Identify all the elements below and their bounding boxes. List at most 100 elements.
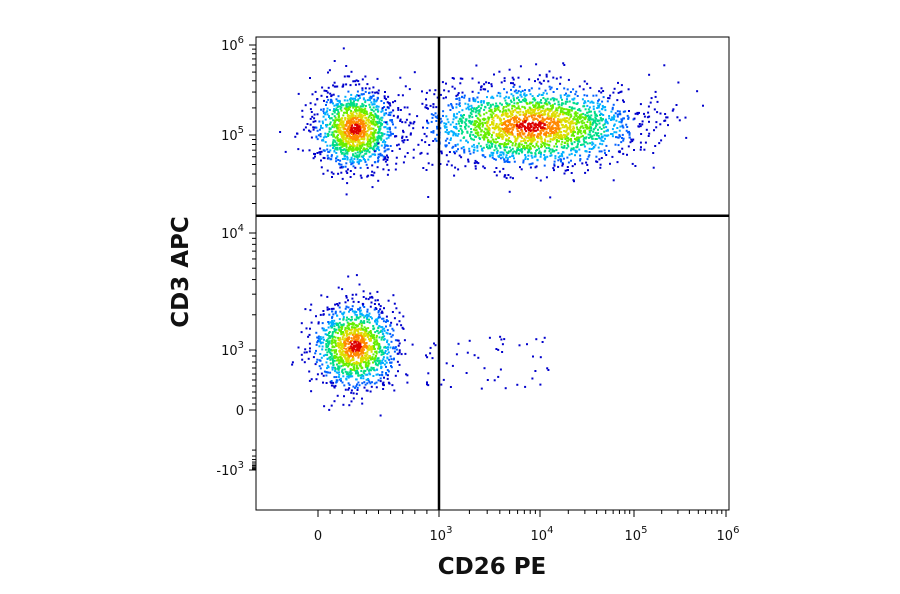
event-point <box>354 354 357 357</box>
event-point <box>343 364 346 366</box>
event-point <box>513 160 516 163</box>
event-point <box>570 107 573 110</box>
event-point <box>390 340 393 343</box>
event-point <box>386 144 389 147</box>
event-point <box>355 103 358 106</box>
event-point <box>457 168 460 171</box>
event-point <box>479 133 482 136</box>
event-point <box>367 120 370 123</box>
event-point <box>352 357 355 360</box>
event-point <box>496 152 499 155</box>
event-point <box>470 104 473 107</box>
event-point <box>621 118 624 121</box>
event-point <box>310 321 313 324</box>
event-point <box>349 122 352 125</box>
event-point <box>512 94 515 97</box>
event-point <box>551 148 554 151</box>
event-point <box>368 348 371 351</box>
event-point <box>351 375 354 378</box>
event-point <box>347 373 350 376</box>
event-point <box>544 113 547 116</box>
event-point <box>574 93 577 96</box>
event-point <box>369 128 371 131</box>
event-point <box>336 118 339 121</box>
event-point <box>345 372 348 375</box>
event-point <box>351 293 354 296</box>
event-point <box>463 94 466 97</box>
event-point <box>457 92 460 95</box>
event-point <box>351 328 354 331</box>
event-point <box>372 174 375 177</box>
event-point <box>573 112 576 115</box>
event-point <box>555 109 558 111</box>
event-point <box>502 135 505 138</box>
event-point <box>557 100 560 103</box>
event-point <box>382 356 385 359</box>
event-point <box>356 338 359 341</box>
event-point <box>468 116 471 119</box>
event-point <box>439 127 442 130</box>
event-point <box>373 142 376 145</box>
event-point <box>458 103 461 106</box>
event-point <box>483 83 486 86</box>
event-point <box>538 150 541 153</box>
event-point <box>345 364 348 367</box>
event-point <box>338 143 341 146</box>
event-point <box>566 166 569 168</box>
event-point <box>474 167 477 170</box>
event-point <box>381 317 384 320</box>
event-point <box>322 149 325 152</box>
event-point <box>584 116 587 119</box>
event-point <box>349 318 352 321</box>
event-point <box>553 169 555 172</box>
event-point <box>362 108 365 111</box>
event-point <box>333 60 336 62</box>
event-point <box>612 103 615 106</box>
event-point <box>329 348 332 351</box>
event-point <box>331 331 334 334</box>
event-point <box>356 154 359 157</box>
event-point <box>504 122 507 124</box>
event-point <box>363 143 366 146</box>
event-point <box>531 377 534 380</box>
event-point <box>429 346 432 349</box>
event-point <box>352 358 355 361</box>
event-point <box>335 381 338 383</box>
event-point <box>367 135 370 138</box>
event-point <box>328 313 331 316</box>
event-point <box>347 353 349 356</box>
event-point <box>352 161 355 164</box>
event-point <box>481 136 484 139</box>
event-point <box>359 364 362 367</box>
event-point <box>355 360 358 363</box>
event-point <box>499 92 502 95</box>
event-point <box>340 327 343 330</box>
event-point <box>335 107 338 110</box>
event-point <box>343 395 345 398</box>
event-point <box>648 115 651 118</box>
event-point <box>362 114 365 117</box>
event-point <box>503 145 506 148</box>
event-point <box>417 143 420 146</box>
event-point <box>330 117 333 120</box>
event-point <box>538 114 541 117</box>
event-point <box>372 353 375 356</box>
event-point <box>378 128 381 131</box>
event-point <box>588 110 591 113</box>
event-point <box>342 140 345 143</box>
event-point <box>587 133 590 136</box>
event-point <box>364 363 367 366</box>
event-point <box>343 342 346 345</box>
event-point <box>343 353 346 356</box>
event-point <box>453 150 455 153</box>
event-point <box>541 341 544 343</box>
event-point <box>606 134 609 137</box>
event-point <box>384 141 387 143</box>
event-point <box>503 88 506 91</box>
event-point <box>363 330 366 333</box>
event-point <box>613 115 616 118</box>
event-point <box>585 161 588 164</box>
event-point <box>570 109 573 112</box>
event-point <box>319 339 321 342</box>
event-point <box>353 353 356 356</box>
